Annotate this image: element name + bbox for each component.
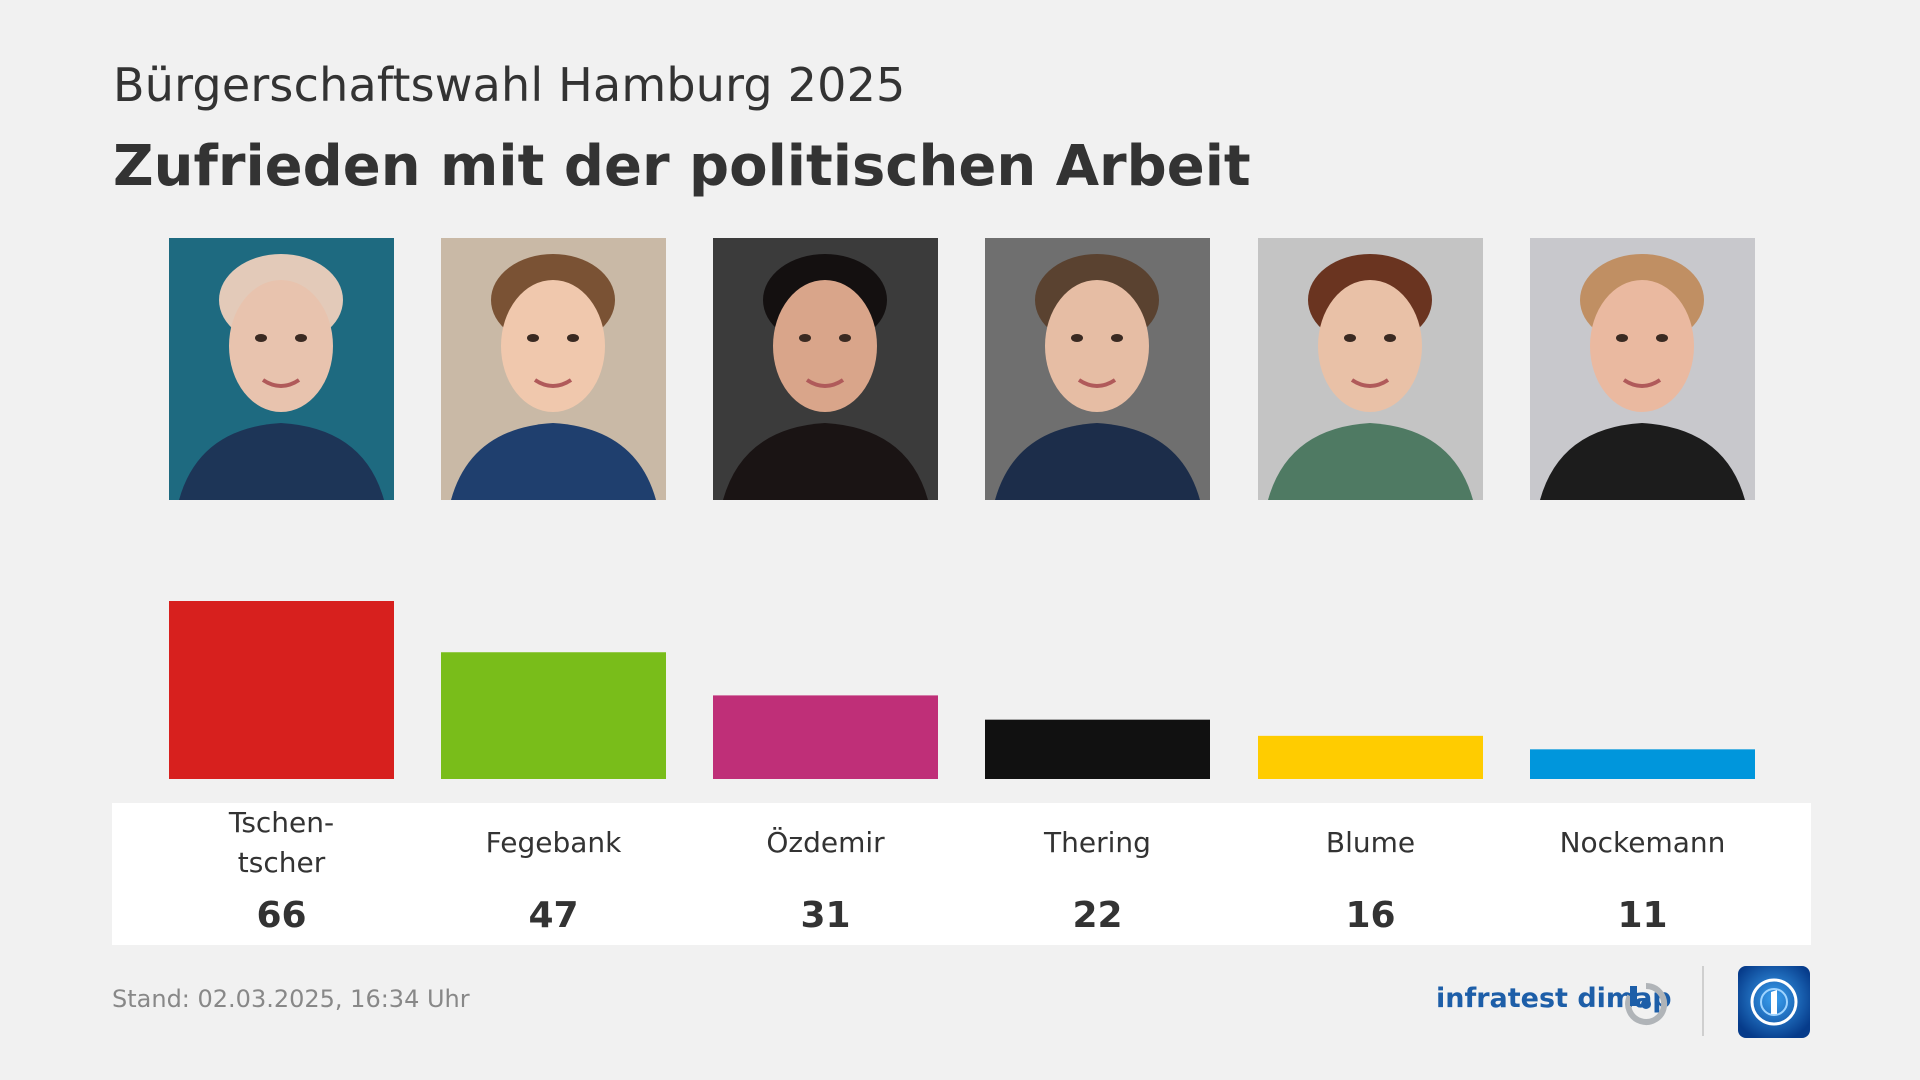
value-label-tschentscher: 66 bbox=[256, 895, 307, 936]
bar-özdemir bbox=[713, 695, 938, 779]
value-label-fegebank: 47 bbox=[528, 895, 579, 936]
candidate-name-fegebank: Fegebank bbox=[424, 823, 684, 863]
value-label-blume: 16 bbox=[1345, 895, 1396, 936]
candidate-label-panel: Tschen-tscher 66 Fegebank 47 Özdemir 31 Therin… bbox=[112, 803, 1811, 945]
chart-subtitle: Bürgerschaftswahl Hamburg 2025 bbox=[113, 58, 906, 112]
tagesschau-logo bbox=[1738, 966, 1810, 1038]
bar-nockemann bbox=[1530, 749, 1755, 779]
bar-blume bbox=[1258, 735, 1483, 779]
candidate-name-line: Özdemir bbox=[766, 826, 885, 859]
portrait-tschentscher bbox=[169, 238, 394, 500]
value-label-thering: 22 bbox=[1072, 895, 1123, 936]
portrait-blume bbox=[1258, 238, 1483, 500]
bar-fegebank bbox=[441, 652, 666, 779]
value-label-özdemir: 31 bbox=[800, 895, 851, 936]
infratest-dimap-icon bbox=[1625, 982, 1668, 1025]
candidate-name-line: Blume bbox=[1325, 826, 1416, 859]
candidate-name-line: Fegebank bbox=[485, 826, 622, 859]
candidate-name-line: Thering bbox=[1044, 826, 1151, 859]
value-label-nockemann: 11 bbox=[1617, 895, 1668, 936]
footer-divider bbox=[1702, 966, 1704, 1036]
portrait-özdemir bbox=[713, 238, 938, 500]
portrait-thering bbox=[985, 238, 1210, 500]
bar-chart bbox=[169, 601, 1755, 779]
candidate-name-thering: Thering bbox=[968, 823, 1228, 863]
candidate-name-tschentscher: Tschen-tscher bbox=[152, 803, 412, 883]
candidate-name-line: tscher bbox=[237, 846, 326, 879]
chart-title: Zufrieden mit der politischen Arbeit bbox=[113, 134, 1251, 199]
bar-thering bbox=[985, 719, 1210, 779]
portrait-nockemann bbox=[1530, 238, 1755, 500]
candidate-name-nockemann: Nockemann bbox=[1513, 823, 1773, 863]
timestamp-text: Stand: 02.03.2025, 16:34 Uhr bbox=[112, 985, 470, 1013]
bar-tschentscher bbox=[169, 601, 394, 779]
candidate-name-line: Nockemann bbox=[1559, 826, 1726, 859]
portrait-fegebank bbox=[441, 238, 666, 500]
candidate-name-blume: Blume bbox=[1241, 823, 1501, 863]
candidate-name-line: Tschen- bbox=[228, 806, 335, 839]
candidate-name-özdemir: Özdemir bbox=[696, 823, 956, 863]
